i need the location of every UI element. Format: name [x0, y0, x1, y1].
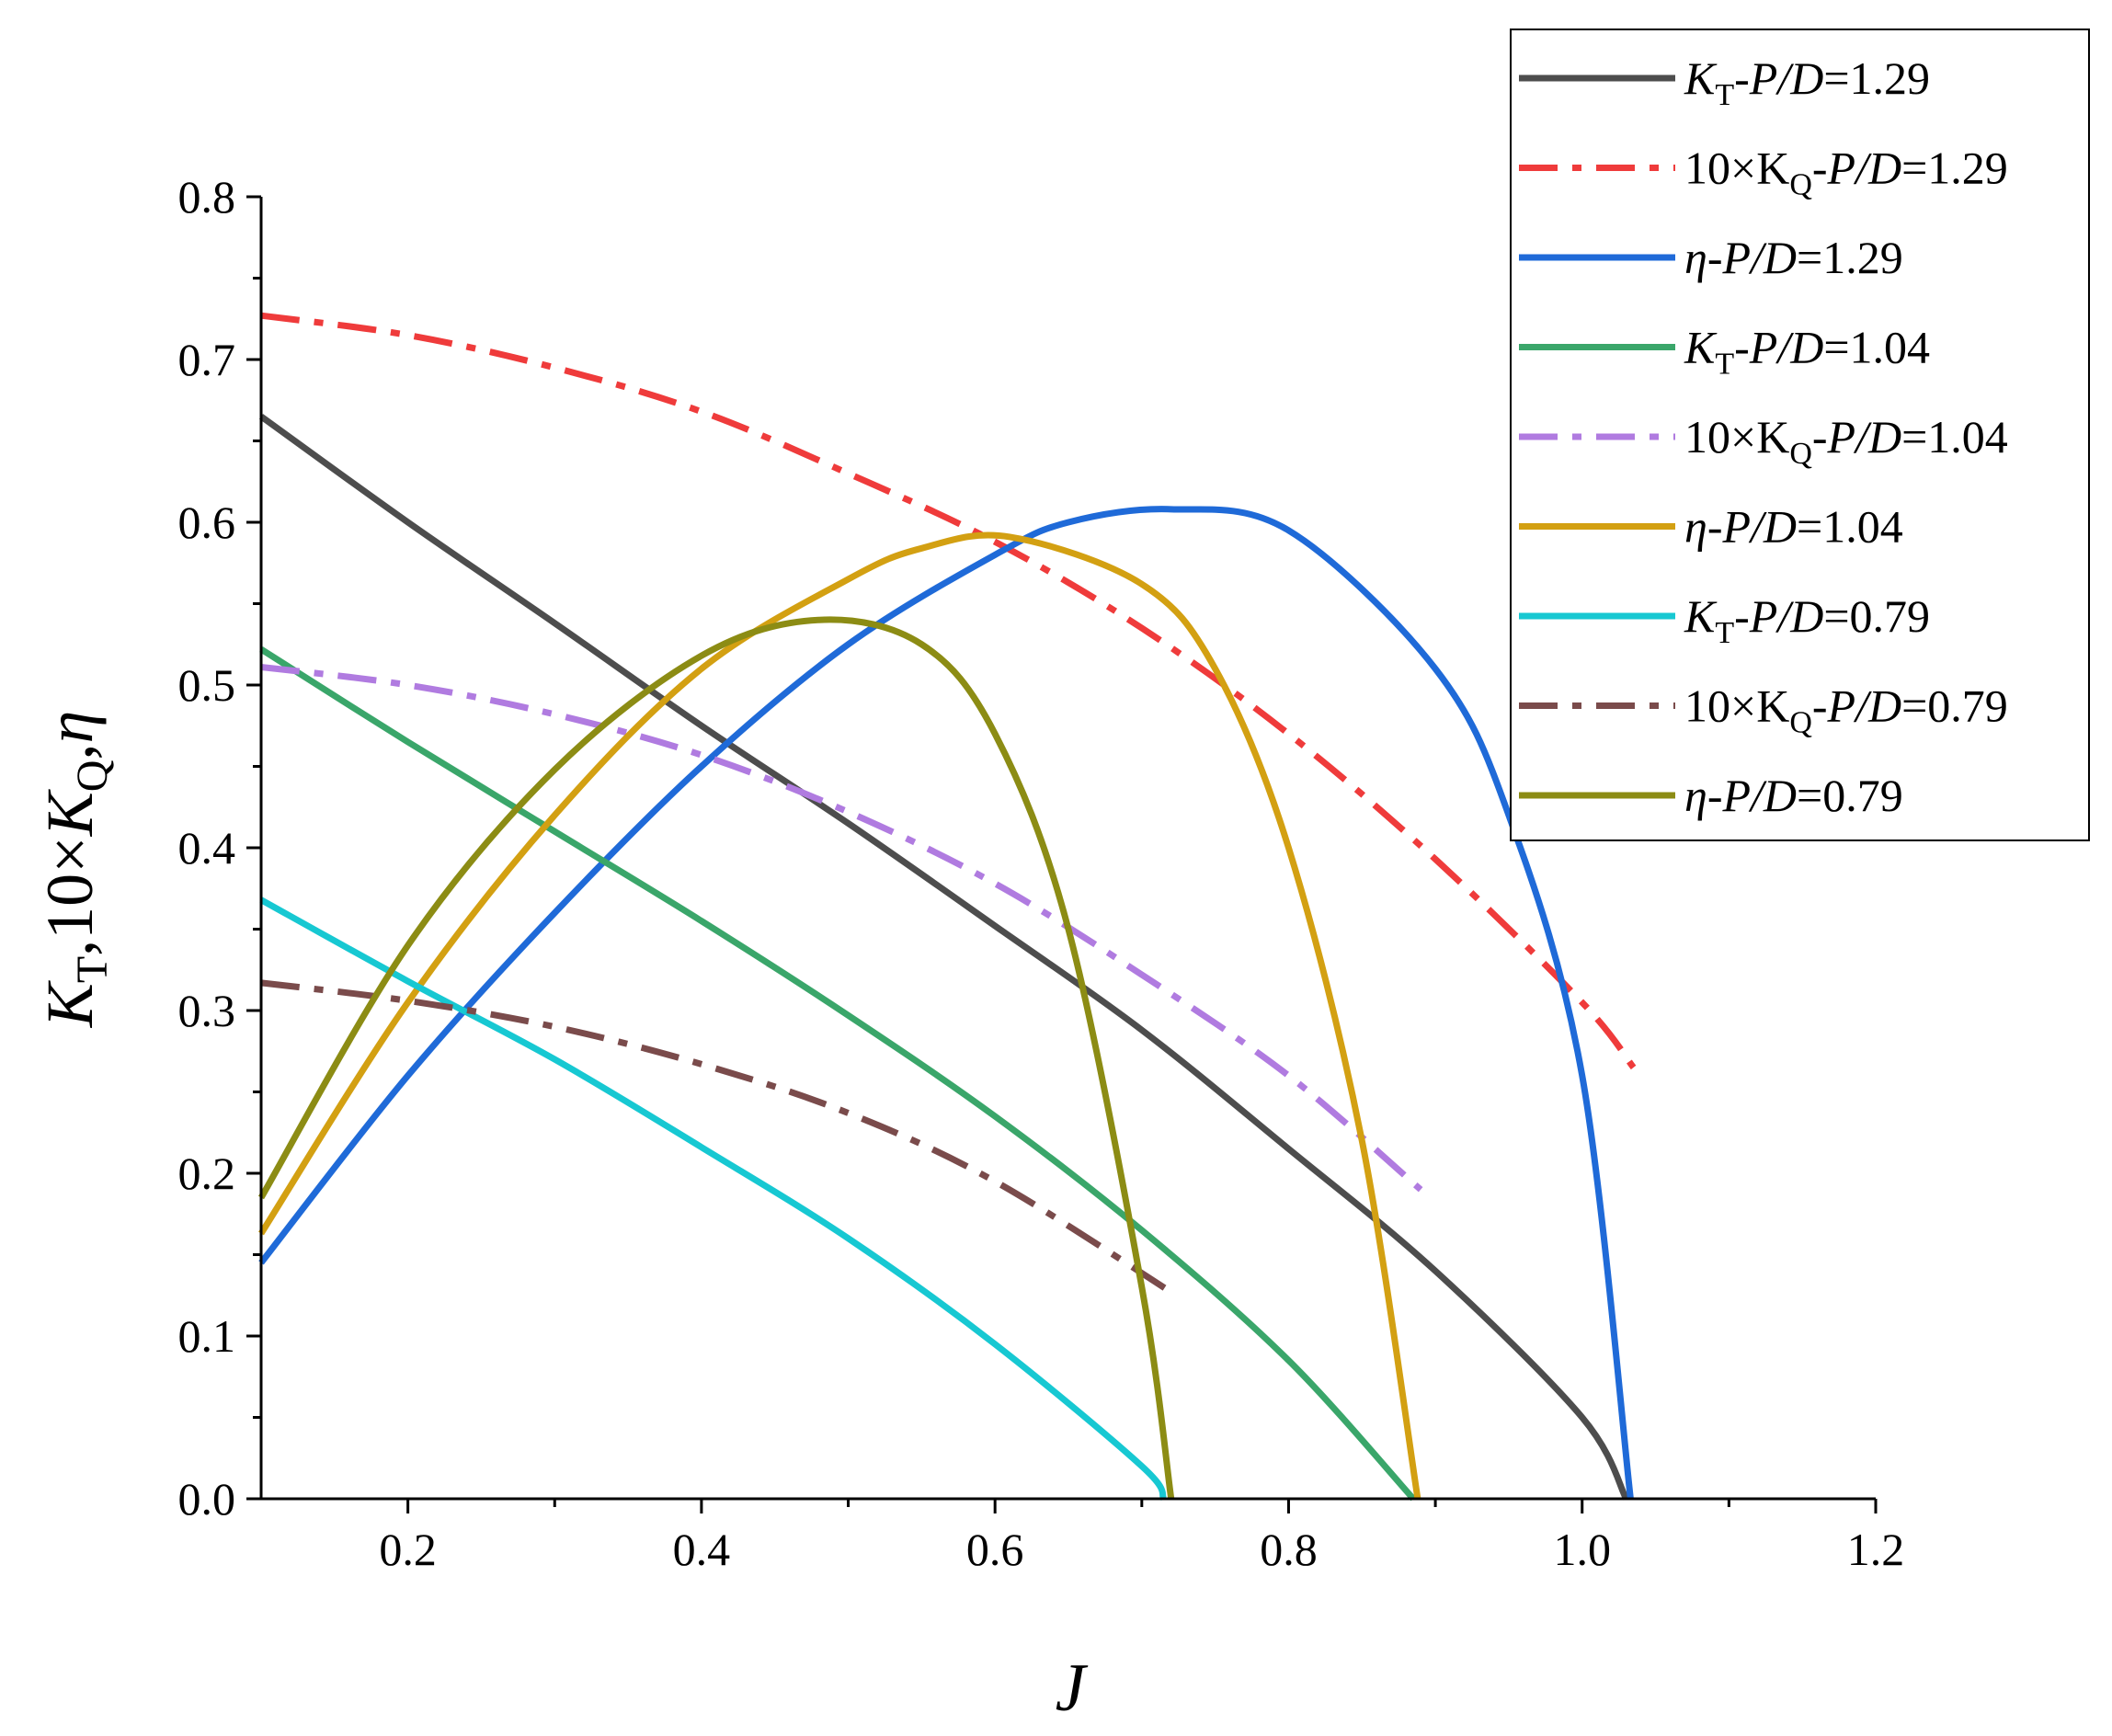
legend-label: η-P/D=1.04	[1684, 501, 1903, 553]
y-ticks: 0.0 0.1 0.2 0.3 0.4 0.5 0.6 0.7 0.8	[178, 171, 261, 1525]
y-axis-title: KT,10×KQ,η	[33, 711, 117, 1028]
legend-label: 10×KQ-P/D=1.29	[1684, 143, 2008, 202]
legend-entry: η-P/D=1.29	[1519, 232, 1903, 283]
series-path	[258, 414, 1629, 1501]
series-line	[260, 979, 1173, 1296]
series-line	[260, 312, 1637, 1070]
x-tick-label: 0.6	[966, 1524, 1024, 1575]
legend-label: KT-P/D=1.04	[1684, 322, 1930, 382]
series-line	[259, 646, 1416, 1502]
y-tick-label: 0.2	[178, 1148, 236, 1199]
series-layer	[257, 312, 1637, 1502]
x-axis-title: J	[1056, 1650, 1089, 1726]
series-line	[258, 506, 1634, 1500]
y-tick-label: 0.1	[178, 1310, 236, 1362]
y-tick-label: 0.4	[178, 822, 236, 874]
series-path	[259, 646, 1416, 1502]
y-tick-label: 0.3	[178, 985, 236, 1036]
legend-label: η-P/D=1.29	[1684, 232, 1903, 283]
legend-entry: 10×KQ-P/D=0.79	[1519, 680, 2008, 740]
legend-entry: η-P/D=0.79	[1519, 770, 1903, 821]
y-tick-label: 0.5	[178, 659, 236, 711]
legend-entry: KT-P/D=0.79	[1519, 590, 1930, 650]
series-path	[260, 979, 1173, 1296]
legend-label: 10×KQ-P/D=0.79	[1684, 680, 2008, 740]
legend: KT-P/D=1.29 10×KQ-P/D=1.29 η-P/D=1.29 KT-P/…	[1510, 29, 2090, 841]
series-line	[257, 616, 1175, 1500]
series-line	[259, 897, 1167, 1501]
series-line	[258, 531, 1421, 1500]
series-path	[257, 616, 1175, 1500]
legend-entry: KT-P/D=1.29	[1519, 52, 1930, 112]
x-tick-label: 0.2	[379, 1524, 437, 1575]
series-line	[258, 414, 1629, 1501]
legend-label: KT-P/D=0.79	[1684, 590, 1930, 650]
x-tick-label: 1.0	[1553, 1524, 1611, 1575]
series-path	[260, 312, 1637, 1070]
legend-entry: 10×KQ-P/D=1.04	[1519, 411, 2008, 471]
x-tick-label: 0.4	[673, 1524, 731, 1575]
y-tick-label: 0.8	[178, 171, 236, 223]
y-tick-label: 0.7	[178, 334, 236, 385]
x-tick-label: 1.2	[1847, 1524, 1905, 1575]
legend-label: 10×KQ-P/D=1.04	[1684, 411, 2008, 471]
series-path	[259, 897, 1167, 1501]
x-ticks: 0.2 0.4 0.6 0.8 1.0 1.2	[379, 1499, 1904, 1575]
legend-entry: 10×KQ-P/D=1.29	[1519, 143, 2008, 202]
x-tick-label: 0.8	[1260, 1524, 1318, 1575]
legend-label: η-P/D=0.79	[1684, 770, 1903, 821]
legend-label: KT-P/D=1.29	[1684, 52, 1930, 112]
series-path	[258, 506, 1634, 1500]
series-path	[258, 531, 1421, 1500]
legend-items: KT-P/D=1.29 10×KQ-P/D=1.29 η-P/D=1.29 KT-P/…	[1519, 52, 2008, 821]
legend-entry: η-P/D=1.04	[1519, 501, 1903, 553]
legend-entry: KT-P/D=1.04	[1519, 322, 1930, 382]
y-tick-label: 0.0	[178, 1473, 236, 1525]
y-tick-label: 0.6	[178, 497, 236, 548]
